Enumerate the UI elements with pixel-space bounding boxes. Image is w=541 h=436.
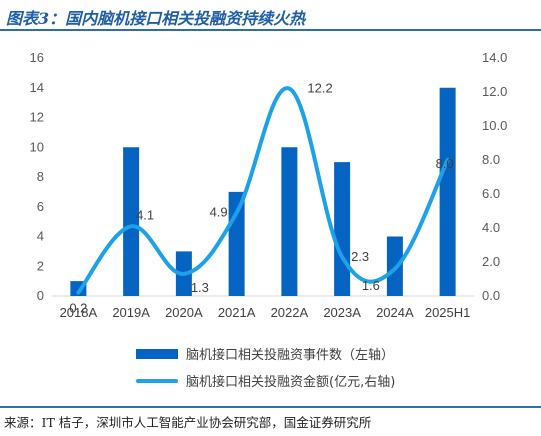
chart-title: 图表3：国内脑机接口相关投融资持续火热: [6, 9, 306, 28]
line-data-label: 4.1: [136, 207, 154, 222]
left-axis-tick: 14: [30, 80, 44, 95]
line-data-label: 0.2: [69, 301, 87, 316]
bar: [281, 147, 298, 296]
left-axis-tick: 0: [37, 288, 44, 303]
left-axis-tick: 10: [30, 139, 44, 154]
title-bar: 图表3：国内脑机接口相关投融资持续火热: [0, 0, 541, 31]
right-axis-tick: 12.0: [482, 84, 507, 99]
legend-item-line: 脑机接口相关投融资金额(亿元,右轴): [136, 371, 395, 390]
source-bar: 来源：IT 桔子，深圳市人工智能产业协会研究部，国金证券研究所: [0, 406, 541, 436]
chart-area: 0 2 4 6 8 10 12 14 16 0.0 2.0 4.0 6.0 8.0 10.0 12.0 14.0…: [30, 50, 508, 320]
right-axis-tick: 14.0: [482, 50, 507, 65]
bar: [439, 87, 456, 296]
x-axis-tick: 2021A: [218, 305, 256, 320]
x-axis-tick: 2019A: [112, 305, 150, 320]
legend-line-label: 脑机接口相关投融资金额(亿元,右轴): [186, 375, 396, 390]
left-axis-tick: 4: [37, 229, 44, 244]
line-data-label: 1.3: [191, 280, 209, 295]
line-data-label: 4.9: [210, 205, 228, 220]
right-axis-tick: 2.0: [482, 254, 500, 269]
legend-line-swatch: [136, 378, 178, 383]
amount-line: [76, 86, 450, 295]
left-axis-tick: 2: [37, 258, 44, 273]
left-axis-tick: 8: [37, 169, 44, 184]
bar: [123, 147, 140, 296]
right-axis-tick: 4.0: [482, 220, 500, 235]
right-axis-tick: 10.0: [482, 118, 507, 133]
x-axis-tick: 2025H1: [425, 305, 471, 320]
bar: [228, 191, 245, 296]
legend-bar-swatch: [136, 348, 178, 359]
x-axis-tick: 2024A: [376, 305, 414, 320]
left-axis-tick: 12: [30, 110, 44, 125]
left-axis-tick: 6: [37, 199, 44, 214]
left-axis-tick: 16: [30, 50, 44, 65]
source-note: 来源：IT 桔子，深圳市人工智能产业协会研究部，国金证券研究所: [4, 415, 372, 430]
x-axis-tick: 2018A: [60, 305, 98, 320]
line-data-label: 1.6: [362, 278, 380, 293]
legend-bar-label: 脑机接口相关投融资事件数（左轴）: [186, 348, 395, 363]
line-data-label: 12.2: [307, 81, 332, 96]
right-axis-tick: 6.0: [482, 186, 500, 201]
right-axis-tick: 0.0: [482, 288, 500, 303]
legend-item-bar: 脑机接口相关投融资事件数（左轴）: [136, 344, 394, 363]
line-data-label: 2.3: [351, 249, 369, 264]
right-axis-tick: 8.0: [482, 152, 500, 167]
line-data-label: 8.0: [436, 156, 454, 171]
bar: [334, 162, 351, 296]
x-axis-tick: 2023A: [323, 305, 361, 320]
x-axis-tick: 2022A: [271, 305, 309, 320]
x-axis-tick: 2020A: [165, 305, 203, 320]
